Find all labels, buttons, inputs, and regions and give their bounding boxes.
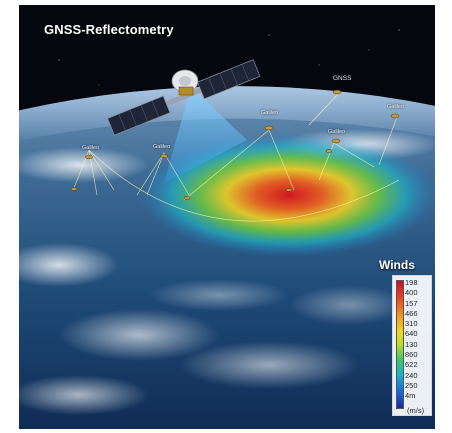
legend-tick: 400 <box>405 288 418 298</box>
legend-tick: 250 <box>405 380 418 390</box>
legend-tick: 640 <box>405 329 418 339</box>
legend-unit: (m/s) <box>407 406 425 415</box>
wind-heatmap <box>139 133 435 257</box>
galileo-satellites <box>70 89 400 200</box>
galileo-label-top-right: Galileo <box>387 104 405 110</box>
gnss-label: GNSS <box>333 75 352 82</box>
legend-tick: 310 <box>405 319 418 329</box>
legend-tick: 240 <box>405 370 418 380</box>
galileo-label-top-center: Galileo <box>261 110 279 116</box>
page-title: GNSS-Reflectometry <box>44 22 174 37</box>
earth-image-frame: GNSS-Reflectometry GNSS Galileo Galileo … <box>19 5 435 429</box>
reflectometry-satellite <box>107 59 261 136</box>
galileo-label-left: Galileo <box>82 145 100 151</box>
legend-tick: 198 <box>405 278 418 287</box>
legend-tick: 860 <box>405 350 418 360</box>
atmosphere-haze <box>19 86 435 141</box>
legend-tick: 466 <box>405 308 418 318</box>
legend-tick: 4m <box>405 391 416 401</box>
radar-beam <box>164 87 247 183</box>
legend-tick: 130 <box>405 339 418 349</box>
legend-tick: 157 <box>405 298 418 308</box>
earth-illustration <box>19 5 435 429</box>
legend-tick: 622 <box>405 360 418 370</box>
reflection-paths <box>73 92 400 222</box>
legend-title: Winds <box>379 258 415 272</box>
galileo-label-mid-right: Galileo <box>328 129 346 135</box>
galileo-label-left-center: Galileo <box>153 144 171 150</box>
legend-box: 198 400 157 466 310 640 130 860 622 240 … <box>392 275 432 416</box>
legend-colorbar <box>396 280 404 409</box>
legend-ticks: 198 400 157 466 310 640 130 860 622 240 … <box>405 278 418 402</box>
